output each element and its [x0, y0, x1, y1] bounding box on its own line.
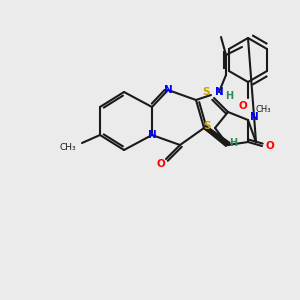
Text: CH₃: CH₃: [60, 142, 76, 152]
Text: H: H: [229, 138, 237, 148]
Text: S: S: [203, 121, 211, 131]
Text: O: O: [266, 141, 274, 151]
Text: O: O: [238, 101, 247, 111]
Text: H: H: [225, 91, 233, 101]
Text: N: N: [214, 87, 224, 97]
Text: N: N: [164, 85, 172, 95]
Text: S: S: [202, 87, 210, 97]
Text: N: N: [250, 112, 258, 122]
Text: CH₃: CH₃: [256, 106, 272, 115]
Text: N: N: [148, 130, 156, 140]
Text: O: O: [157, 159, 165, 169]
